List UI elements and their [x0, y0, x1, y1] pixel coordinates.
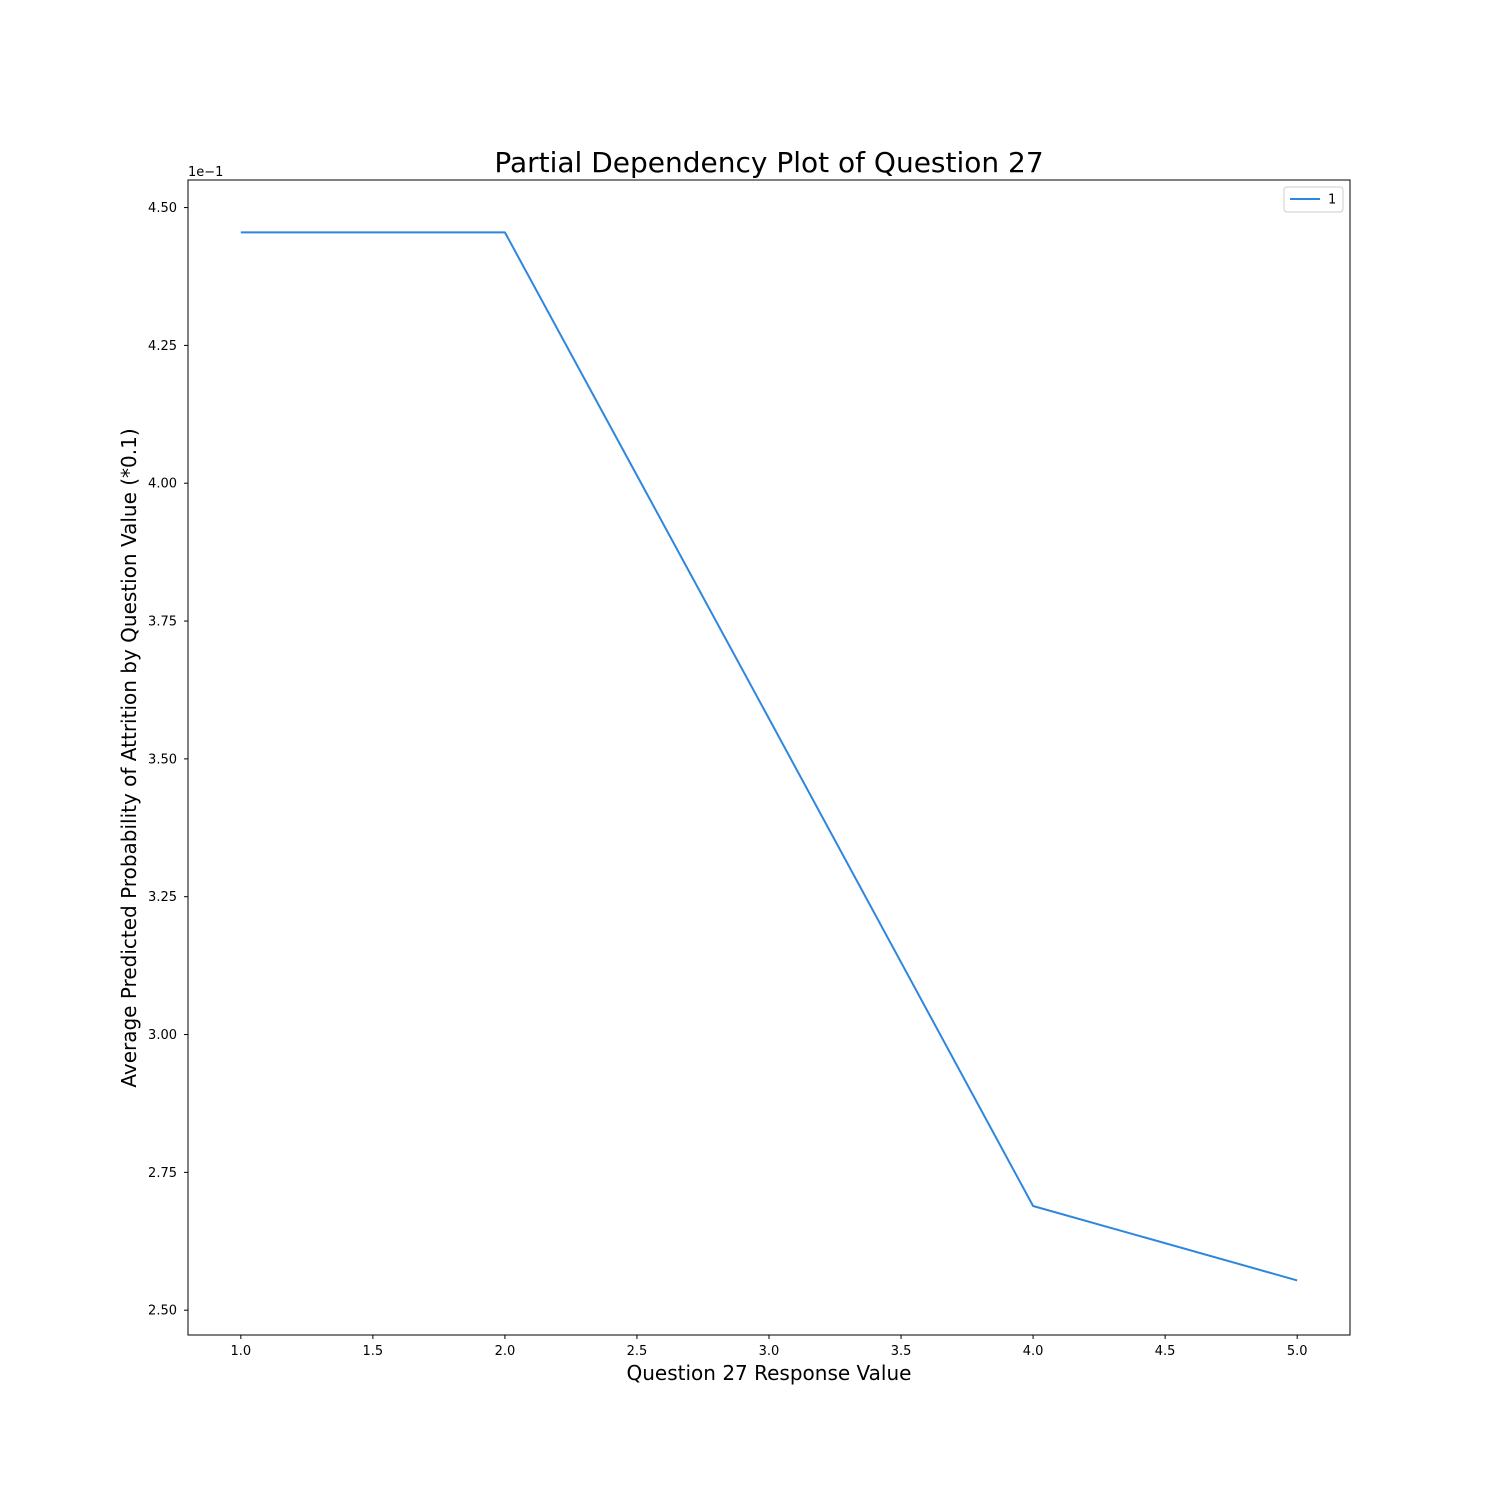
x-axis-title: Question 27 Response Value: [627, 1361, 912, 1385]
y-tick-label: 4.25: [148, 339, 177, 354]
x-tick-label: 4.5: [1155, 1344, 1176, 1359]
plot-frame: [187, 179, 1351, 1336]
x-tick-label: 1.5: [363, 1344, 384, 1359]
chart-title: Partial Dependency Plot of Question 27: [494, 146, 1043, 179]
y-tick-label: 4.00: [148, 477, 177, 492]
x-tick-label: 4.0: [1023, 1344, 1044, 1359]
y-offset-label: 1e−1: [188, 165, 223, 180]
y-tick-label: 3.75: [148, 615, 177, 630]
y-tick-label: 4.50: [148, 201, 177, 216]
series-layer: [240, 231, 1298, 1282]
x-tick-label: 2.0: [495, 1344, 516, 1359]
y-tick-label: 3.25: [148, 890, 177, 905]
series-line: [240, 231, 1298, 1282]
y-axis-title: Average Predicted Probability of Attriti…: [117, 428, 141, 1087]
x-tick-label: 5.0: [1287, 1344, 1308, 1359]
x-tick-label: 2.5: [627, 1344, 648, 1359]
legend: 1: [1283, 186, 1344, 213]
x-tick-label: 3.0: [759, 1344, 780, 1359]
y-tick-label: 3.50: [148, 752, 177, 767]
legend-label: 1: [1328, 193, 1336, 208]
y-tick-label: 2.50: [148, 1304, 177, 1319]
y-tick-label: 3.00: [148, 1028, 177, 1043]
y-tick-label: 2.75: [148, 1166, 177, 1181]
x-tick-label: 3.5: [891, 1344, 912, 1359]
ticks-layer: 1.0 1.5 2.0 2.5 3.0 3.5 4.0 4.5 5.0 2.50 2.75 3.00 3…: [148, 201, 1307, 1359]
x-tick-label: 1.0: [230, 1344, 251, 1359]
